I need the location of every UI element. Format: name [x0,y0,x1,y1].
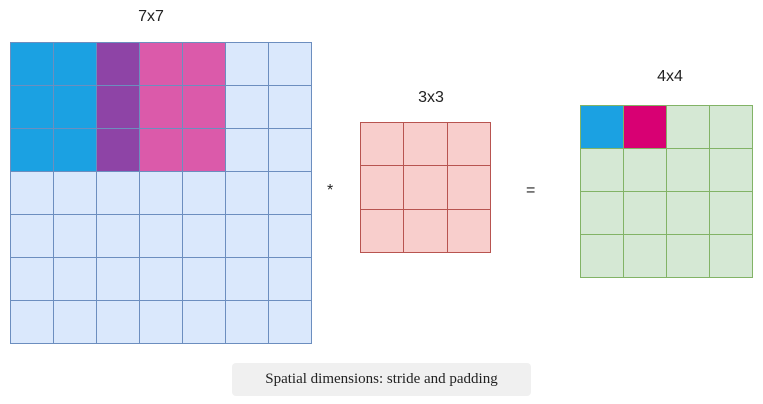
grid-cell [269,215,312,258]
grid-cell [361,166,405,210]
grid-cell [11,43,54,86]
grid-cell [447,166,491,210]
grid-cell [183,301,226,344]
output-grid-label: 4x4 [657,68,683,85]
grid-cell [54,172,97,215]
grid-cell [710,235,753,278]
grid-cell [226,129,269,172]
grid-cell [581,192,624,235]
grid-cell [667,149,710,192]
grid-cell [269,258,312,301]
grid-cell [269,86,312,129]
grid-cell [226,43,269,86]
grid-cell [183,258,226,301]
grid-cell [581,149,624,192]
grid-cell [226,258,269,301]
grid-cell [581,106,624,149]
grid-cell [97,258,140,301]
grid-cell [140,301,183,344]
grid-cell [97,301,140,344]
grid-cell [581,235,624,278]
grid-cell [226,86,269,129]
grid-cell [269,172,312,215]
grid-cell [11,129,54,172]
grid-cell [183,215,226,258]
grid-cell [404,209,448,253]
grid-cell [140,86,183,129]
grid-cell [97,172,140,215]
grid-cell [11,258,54,301]
grid-cell [226,215,269,258]
grid-cell [54,301,97,344]
grid-cell [269,301,312,344]
grid-cell [97,129,140,172]
grid-cell [97,43,140,86]
equals-operator: = [526,182,536,199]
grid-cell [361,123,405,167]
grid-cell [183,172,226,215]
grid-cell [226,301,269,344]
output-grid [580,105,753,278]
grid-cell [447,209,491,253]
grid-cell [667,192,710,235]
input-grid [10,42,312,344]
grid-cell [54,86,97,129]
grid-cell [667,106,710,149]
grid-cell [404,123,448,167]
grid-cell [140,172,183,215]
grid-cell [54,129,97,172]
grid-cell [226,172,269,215]
grid-cell [97,215,140,258]
grid-cell [624,235,667,278]
grid-cell [11,215,54,258]
grid-cell [710,149,753,192]
caption: Spatial dimensions: stride and padding [232,363,531,396]
kernel-grid-label: 3x3 [418,89,444,106]
grid-cell [54,43,97,86]
grid-cell [667,235,710,278]
grid-cell [140,43,183,86]
multiply-operator: * [327,182,334,199]
grid-cell [269,43,312,86]
grid-cell [361,209,405,253]
grid-cell [624,192,667,235]
grid-cell [710,192,753,235]
grid-cell [140,215,183,258]
grid-cell [183,43,226,86]
grid-cell [183,86,226,129]
grid-cell [11,86,54,129]
grid-cell [447,123,491,167]
grid-cell [183,129,226,172]
grid-cell [11,172,54,215]
grid-cell [404,166,448,210]
grid-cell [54,215,97,258]
input-grid-label: 7x7 [138,8,164,25]
grid-cell [710,106,753,149]
grid-cell [54,258,97,301]
grid-cell [140,258,183,301]
kernel-grid [360,122,491,253]
grid-cell [140,129,183,172]
grid-cell [624,149,667,192]
grid-cell [97,86,140,129]
grid-cell [624,106,667,149]
grid-cell [269,129,312,172]
grid-cell [11,301,54,344]
